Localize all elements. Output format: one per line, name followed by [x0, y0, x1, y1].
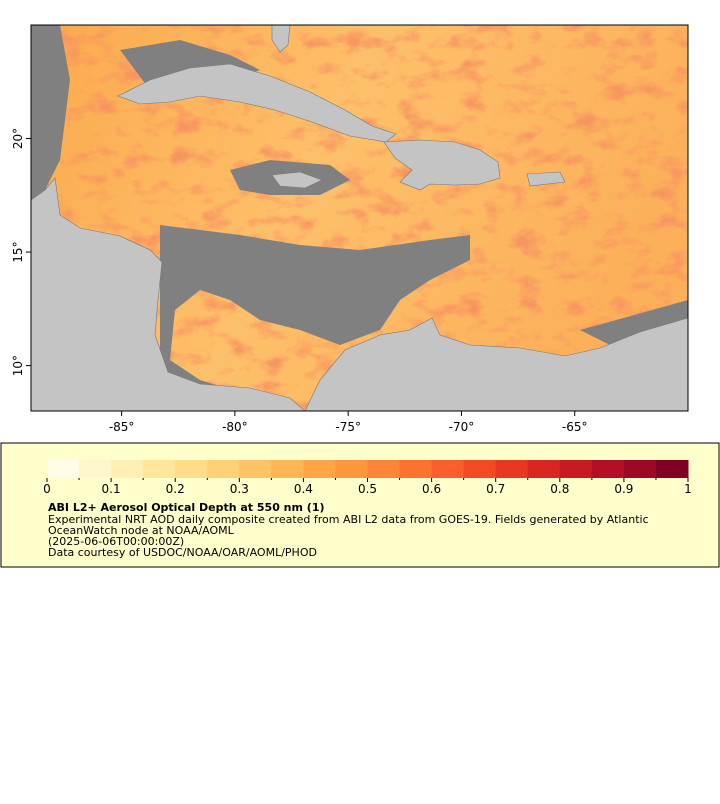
colorbar-tick-label: 0.6	[422, 482, 441, 496]
colorbar-segment	[143, 460, 176, 478]
colorbar-segment	[175, 460, 208, 478]
y-tick-label: 20°	[11, 128, 25, 149]
no-data-area	[31, 25, 70, 200]
colorbar-segment	[655, 460, 689, 478]
colorbar-segment	[367, 460, 401, 478]
colorbar-tick-label: 0.7	[486, 482, 505, 496]
colorbar-segment	[79, 460, 112, 478]
land-puerto-rico	[526, 171, 566, 187]
land-cuba	[117, 63, 397, 143]
axes: -85° -80° -75° -70° -65° 10° 15° 20°	[11, 128, 588, 434]
land-central-america	[31, 177, 306, 411]
land-florida	[271, 25, 291, 53]
colorbar-segment	[527, 460, 561, 478]
colorbar-tick-label: 0.9	[614, 482, 633, 496]
colorbar-segment	[591, 460, 625, 478]
colorbar-tick-label: 0.5	[358, 482, 377, 496]
colorbar: 0 0.1 0.2 0.3 0.4 0.5 0.6 0.7 0.8 0.9 1	[43, 460, 692, 496]
colorbar-segment	[303, 460, 336, 478]
colorbar-tick-label: 0.1	[102, 482, 121, 496]
land-south-america	[304, 317, 688, 411]
colorbar-tick-label: 0	[43, 482, 51, 496]
colorbar-tick-label: 0.2	[166, 482, 185, 496]
colorbar-tick-label: 0.3	[230, 482, 249, 496]
colorbar-segment	[335, 460, 368, 478]
legend-title: ABI L2+ Aerosol Optical Depth at 550 nm …	[48, 501, 325, 514]
land-jamaica	[271, 171, 323, 189]
map-plot	[31, 25, 688, 411]
x-tick-label: -80°	[222, 420, 248, 434]
x-tick-label: -75°	[335, 420, 361, 434]
colorbar-segment	[559, 460, 593, 478]
plot-frame	[30, 24, 689, 412]
colorbar-segment	[399, 460, 433, 478]
legend-line: Data courtesy of USDOC/NOAA/OAR/AOML/PHO…	[48, 546, 317, 559]
legend-line: OceanWatch node at NOAA/AOML	[48, 524, 235, 537]
legend-line: (2025-06-06T00:00:00Z)	[48, 535, 184, 548]
colorbar-segment	[463, 460, 497, 478]
colorbar-segment	[239, 460, 272, 478]
x-tick-label: -85°	[109, 420, 135, 434]
colorbar-segment	[495, 460, 529, 478]
x-tick-label: -70°	[449, 420, 475, 434]
no-data-area	[160, 225, 470, 411]
colorbar-tick-label: 0.8	[550, 482, 569, 496]
colorbar-segment	[271, 460, 304, 478]
legend-line: Experimental NRT AOD daily composite cre…	[48, 513, 649, 526]
colorbar-segment	[47, 460, 80, 478]
colorbar-segment	[623, 460, 657, 478]
colorbar-segment	[111, 460, 144, 478]
colorbar-segment	[207, 460, 240, 478]
colorbar-tick-label: 0.4	[294, 482, 313, 496]
land-hispaniola	[383, 139, 501, 191]
colorbar-tick-label: 1	[684, 482, 692, 496]
y-tick-label: 10°	[11, 355, 25, 376]
colorbar-segment	[431, 460, 465, 478]
x-tick-label: -65°	[562, 420, 588, 434]
y-tick-label: 15°	[11, 241, 25, 262]
